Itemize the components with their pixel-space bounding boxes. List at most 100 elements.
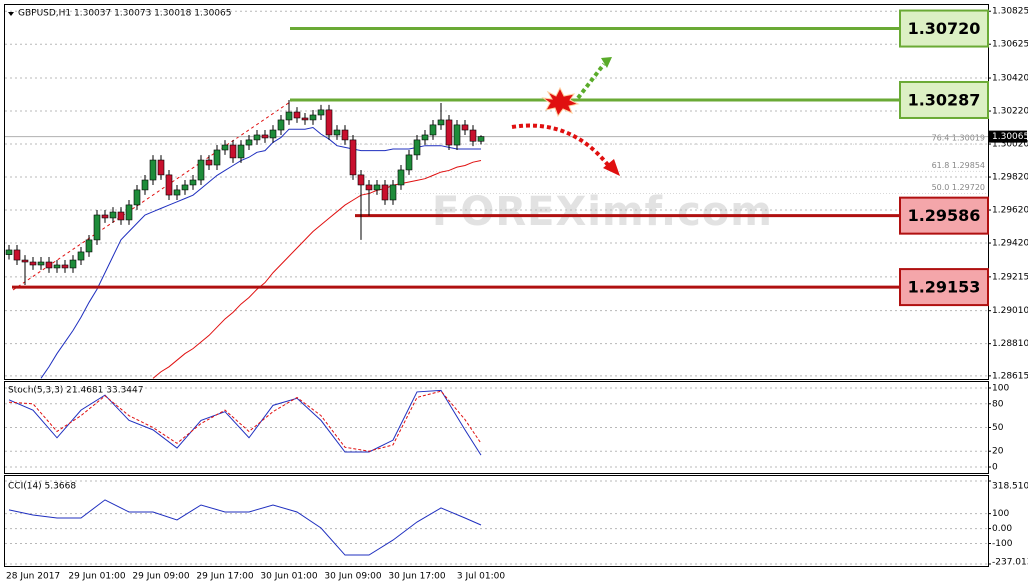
candle-body (165, 174, 173, 196)
candle-body (181, 184, 189, 191)
candle-body (53, 264, 61, 269)
level-label: 1.30287 (908, 90, 981, 109)
candle-body (93, 214, 101, 241)
y-tick-label: 1.29010 (992, 306, 1028, 316)
candle-body (341, 129, 349, 141)
candle-body (453, 124, 461, 146)
candle-body (101, 214, 109, 219)
level-label: 1.30720 (908, 19, 981, 38)
breakout-burst (541, 86, 580, 118)
y-tick-label: 1.28810 (992, 339, 1028, 349)
y-tick-label: 80 (992, 399, 1004, 409)
last-price-box (988, 130, 1027, 143)
y-tick-label: 1.30220 (992, 107, 1028, 117)
candle-body (245, 139, 253, 146)
down-arrow-head (603, 159, 620, 176)
candle-body (445, 119, 453, 146)
level-box (899, 196, 989, 235)
y-tick-label: 1.29620 (992, 206, 1028, 216)
candle-body (125, 204, 133, 221)
candle-body (293, 111, 301, 119)
candle-body (477, 136, 485, 142)
candle-body (133, 189, 141, 206)
candle-body (325, 109, 333, 136)
candle-body (277, 119, 285, 131)
indicator-line (8, 389, 482, 456)
candle-body (317, 109, 325, 116)
candle-body (205, 159, 213, 166)
candle-body (45, 261, 53, 269)
candle-body (357, 174, 365, 186)
candle-body (413, 139, 421, 156)
candle-body (261, 134, 269, 139)
candle-body (429, 124, 437, 136)
candle-body (397, 169, 405, 186)
stoch-title: Stoch(5,3,3) 21.4681 33.3447 (8, 386, 143, 396)
candle-body (117, 211, 125, 221)
candle-body (349, 139, 357, 176)
candle-body (389, 184, 397, 201)
candle-body (189, 179, 197, 186)
y-tick-label: 318.5106 (992, 482, 1028, 492)
candle-body (373, 184, 381, 191)
candle-body (69, 259, 77, 269)
y-tick-label: 1.28615 (992, 371, 1028, 381)
y-tick-label: 100 (992, 384, 1009, 394)
x-tick-label: 30 Jun 09:00 (324, 572, 381, 582)
last-price-label: 1.30065 (992, 132, 1028, 142)
y-tick-label: -237.013 (992, 558, 1028, 568)
y-tick-label: 1.29420 (992, 239, 1028, 249)
level-label: 1.29586 (908, 206, 981, 225)
candle-body (29, 261, 37, 266)
level-box (899, 80, 989, 119)
candle-body (301, 117, 309, 121)
candle-body (221, 144, 229, 151)
fib-label: 61.8 1.29854 (932, 161, 985, 170)
y-tick-label: 1.30825 (992, 7, 1028, 17)
cci-panel (4, 475, 989, 567)
y-tick-label: 1.29215 (992, 272, 1028, 282)
y-tick-label: 1.30420 (992, 74, 1028, 84)
x-tick-label: 28 Jun 2017 (6, 572, 60, 582)
x-tick-label: 30 Jun 17:00 (388, 572, 445, 582)
y-tick-label: 50 (992, 423, 1004, 433)
x-tick-label: 29 Jun 09:00 (132, 572, 189, 582)
y-tick-label: 0 (992, 463, 998, 473)
candle-body (157, 159, 165, 176)
candle-body (37, 261, 45, 266)
candle-body (77, 251, 85, 261)
y-tick-label: 1.30625 (992, 40, 1028, 50)
x-tick-label: 30 Jun 01:00 (260, 572, 317, 582)
y-tick-label: 1.29820 (992, 173, 1028, 183)
candle-body (461, 124, 469, 131)
plot-content: 1.30825 1.30625 1.30420 1.30220 1.30020 1.298… (5, 7, 1028, 582)
y-tick-label: 1.30020 (992, 140, 1028, 150)
candle-body (269, 129, 277, 139)
candle-body (21, 259, 29, 263)
candle-body (365, 184, 373, 191)
chart-title: GBPUSD,H1 1.30037 1.30073 1.30018 1.3006… (18, 9, 231, 19)
candle-body (405, 154, 413, 171)
level-label: 1.29153 (908, 278, 981, 297)
candle-body (285, 111, 293, 121)
candle-body (237, 144, 245, 159)
candle-body (13, 249, 21, 261)
fib-label: 76.4 1.30019 (932, 134, 985, 143)
candle-body (229, 144, 237, 159)
indicator-line (8, 390, 482, 452)
candle-body (421, 134, 429, 141)
cci-title: CCI(14) 5.3668 (8, 482, 76, 492)
candle-body (213, 149, 221, 166)
fib-label: 50.0 1.29720 (932, 183, 985, 192)
watermark: FOREXimf.com (432, 189, 773, 235)
candle-body (381, 184, 389, 201)
up-arrow (576, 62, 606, 100)
indicator-line (8, 499, 482, 556)
x-tick-label: 29 Jun 17:00 (196, 572, 253, 582)
x-tick-label: 29 Jun 01:00 (68, 572, 125, 582)
candle-body (85, 239, 93, 253)
x-tick-label: 3 Jul 01:00 (457, 572, 506, 582)
moving-average (152, 160, 482, 379)
level-box (899, 9, 989, 48)
candle-body (253, 134, 261, 141)
